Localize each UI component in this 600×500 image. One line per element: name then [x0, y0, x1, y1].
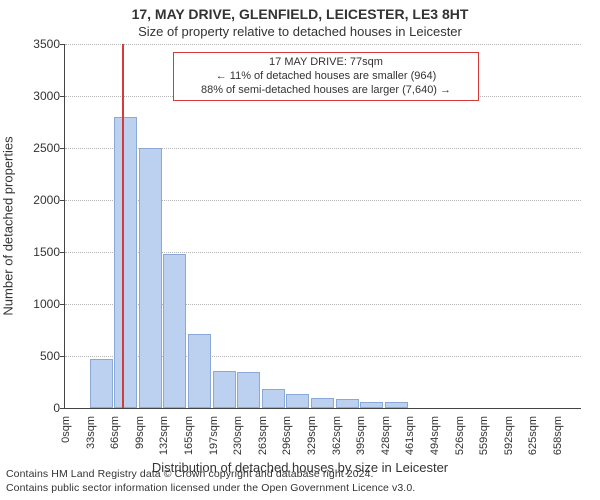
property-marker-line [122, 44, 124, 408]
histogram-bar [90, 359, 113, 408]
x-tick-label: 296sqm [281, 416, 293, 466]
annotation-line: 88% of semi-detached houses are larger (… [180, 84, 472, 98]
histogram-bar [213, 371, 236, 408]
y-tick-label: 1500 [4, 245, 60, 259]
y-tick-label: 3000 [4, 89, 60, 103]
y-tick-label: 500 [4, 349, 60, 363]
histogram-bar [360, 402, 383, 408]
x-tick-label: 625sqm [527, 416, 539, 466]
y-tick-mark [60, 148, 64, 149]
histogram-bar [336, 399, 359, 408]
x-tick-label: 494sqm [429, 416, 441, 466]
y-tick-mark [60, 252, 64, 253]
y-tick-label: 0 [4, 401, 60, 415]
histogram-bar [237, 372, 260, 408]
y-tick-mark [60, 200, 64, 201]
y-tick-label: 3500 [4, 37, 60, 51]
x-tick-label: 132sqm [158, 416, 170, 466]
histogram-bar [114, 117, 137, 408]
y-axis-title: Number of detached properties [1, 136, 16, 315]
footer-line-2: Contains public sector information licen… [6, 482, 415, 494]
y-tick-label: 2000 [4, 193, 60, 207]
histogram-bar [286, 394, 309, 408]
plot-area: 17 MAY DRIVE: 77sqm← 11% of detached hou… [64, 44, 581, 409]
page-subtitle: Size of property relative to detached ho… [0, 24, 600, 39]
y-tick-mark [60, 96, 64, 97]
x-tick-label: 197sqm [208, 416, 220, 466]
x-tick-label: 658sqm [552, 416, 564, 466]
footer-line-1: Contains HM Land Registry data © Crown c… [6, 468, 374, 480]
x-tick-label: 559sqm [478, 416, 490, 466]
x-tick-label: 526sqm [454, 416, 466, 466]
histogram-bar [385, 402, 408, 408]
x-tick-label: 33sqm [85, 416, 97, 466]
x-tick-label: 99sqm [134, 416, 146, 466]
y-tick-mark [60, 356, 64, 357]
histogram-bar [262, 389, 285, 408]
x-tick-label: 362sqm [331, 416, 343, 466]
y-tick-mark [60, 304, 64, 305]
x-tick-label: 395sqm [355, 416, 367, 466]
histogram-bar [188, 334, 211, 408]
x-tick-label: 263sqm [257, 416, 269, 466]
annotation-box: 17 MAY DRIVE: 77sqm← 11% of detached hou… [173, 52, 479, 101]
annotation-line: 17 MAY DRIVE: 77sqm [180, 56, 472, 70]
y-tick-mark [60, 44, 64, 45]
x-tick-label: 165sqm [183, 416, 195, 466]
y-tick-label: 2500 [4, 141, 60, 155]
page-title: 17, MAY DRIVE, GLENFIELD, LEICESTER, LE3… [0, 6, 600, 22]
x-tick-label: 428sqm [380, 416, 392, 466]
x-tick-label: 66sqm [109, 416, 121, 466]
annotation-line: ← 11% of detached houses are smaller (96… [180, 70, 472, 84]
y-tick-mark [60, 408, 64, 409]
histogram-bar [163, 254, 186, 408]
histogram-bar [311, 398, 334, 408]
histogram-bar [139, 148, 162, 408]
y-tick-label: 1000 [4, 297, 60, 311]
x-tick-label: 461sqm [404, 416, 416, 466]
chart-area: Number of detached properties 17 MAY DRI… [0, 44, 600, 460]
x-tick-label: 329sqm [306, 416, 318, 466]
x-tick-label: 0sqm [60, 416, 72, 466]
gridline [65, 44, 581, 45]
x-tick-label: 592sqm [503, 416, 515, 466]
x-tick-label: 230sqm [232, 416, 244, 466]
figure: 17, MAY DRIVE, GLENFIELD, LEICESTER, LE3… [0, 0, 600, 500]
